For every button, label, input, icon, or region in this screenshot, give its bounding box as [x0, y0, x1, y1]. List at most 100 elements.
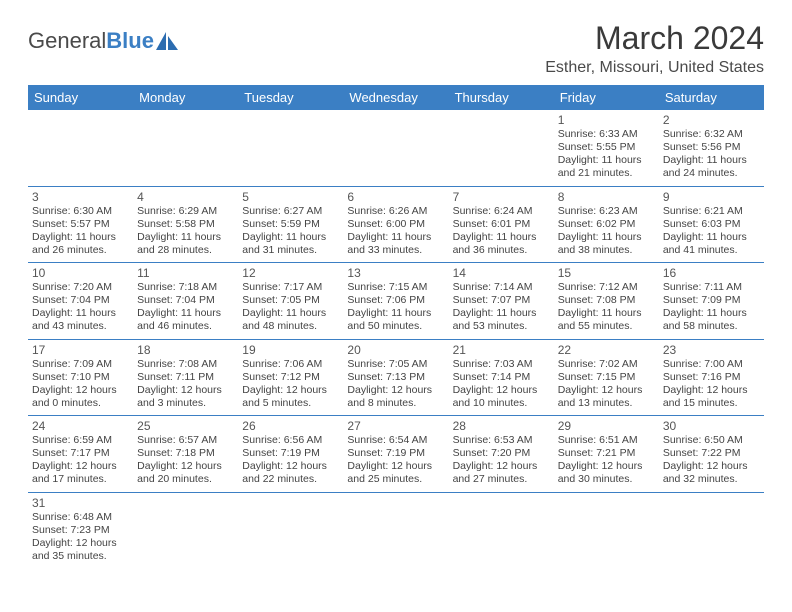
calendar-header-row: SundayMondayTuesdayWednesdayThursdayFrid…	[28, 85, 764, 110]
day-number: 9	[663, 190, 760, 204]
empty-cell	[449, 110, 554, 186]
day-number: 5	[242, 190, 339, 204]
day-info: Sunrise: 7:11 AMSunset: 7:09 PMDaylight:…	[663, 281, 760, 334]
logo-text: GeneralBlue	[28, 28, 154, 54]
title-block: March 2024 Esther, Missouri, United Stat…	[545, 20, 764, 77]
day-cell: 5Sunrise: 6:27 AMSunset: 5:59 PMDaylight…	[238, 186, 343, 263]
day-cell: 26Sunrise: 6:56 AMSunset: 7:19 PMDayligh…	[238, 416, 343, 493]
month-title: March 2024	[545, 20, 764, 57]
day-cell: 4Sunrise: 6:29 AMSunset: 5:58 PMDaylight…	[133, 186, 238, 263]
day-info: Sunrise: 6:24 AMSunset: 6:01 PMDaylight:…	[453, 205, 550, 258]
day-info: Sunrise: 6:27 AMSunset: 5:59 PMDaylight:…	[242, 205, 339, 258]
logo-text-blue: Blue	[106, 28, 154, 53]
empty-cell	[659, 492, 764, 568]
logo: GeneralBlue	[28, 28, 180, 54]
empty-cell	[133, 110, 238, 186]
day-number: 13	[347, 266, 444, 280]
day-info: Sunrise: 7:17 AMSunset: 7:05 PMDaylight:…	[242, 281, 339, 334]
day-info: Sunrise: 6:56 AMSunset: 7:19 PMDaylight:…	[242, 434, 339, 487]
day-info: Sunrise: 7:15 AMSunset: 7:06 PMDaylight:…	[347, 281, 444, 334]
day-number: 20	[347, 343, 444, 357]
day-info: Sunrise: 7:09 AMSunset: 7:10 PMDaylight:…	[32, 358, 129, 411]
calendar-table: SundayMondayTuesdayWednesdayThursdayFrid…	[28, 85, 764, 568]
day-header: Sunday	[28, 85, 133, 110]
day-header: Wednesday	[343, 85, 448, 110]
day-cell: 29Sunrise: 6:51 AMSunset: 7:21 PMDayligh…	[554, 416, 659, 493]
day-info: Sunrise: 7:18 AMSunset: 7:04 PMDaylight:…	[137, 281, 234, 334]
day-number: 27	[347, 419, 444, 433]
calendar-week-row: 1Sunrise: 6:33 AMSunset: 5:55 PMDaylight…	[28, 110, 764, 186]
day-number: 30	[663, 419, 760, 433]
day-cell: 16Sunrise: 7:11 AMSunset: 7:09 PMDayligh…	[659, 263, 764, 340]
day-cell: 24Sunrise: 6:59 AMSunset: 7:17 PMDayligh…	[28, 416, 133, 493]
day-info: Sunrise: 6:29 AMSunset: 5:58 PMDaylight:…	[137, 205, 234, 258]
day-cell: 23Sunrise: 7:00 AMSunset: 7:16 PMDayligh…	[659, 339, 764, 416]
empty-cell	[28, 110, 133, 186]
day-cell: 2Sunrise: 6:32 AMSunset: 5:56 PMDaylight…	[659, 110, 764, 186]
day-number: 19	[242, 343, 339, 357]
day-number: 31	[32, 496, 129, 510]
day-cell: 19Sunrise: 7:06 AMSunset: 7:12 PMDayligh…	[238, 339, 343, 416]
calendar-body: 1Sunrise: 6:33 AMSunset: 5:55 PMDaylight…	[28, 110, 764, 568]
day-info: Sunrise: 6:32 AMSunset: 5:56 PMDaylight:…	[663, 128, 760, 181]
day-cell: 27Sunrise: 6:54 AMSunset: 7:19 PMDayligh…	[343, 416, 448, 493]
day-number: 23	[663, 343, 760, 357]
empty-cell	[449, 492, 554, 568]
day-number: 7	[453, 190, 550, 204]
empty-cell	[133, 492, 238, 568]
day-info: Sunrise: 7:14 AMSunset: 7:07 PMDaylight:…	[453, 281, 550, 334]
day-cell: 13Sunrise: 7:15 AMSunset: 7:06 PMDayligh…	[343, 263, 448, 340]
empty-cell	[343, 110, 448, 186]
day-info: Sunrise: 6:30 AMSunset: 5:57 PMDaylight:…	[32, 205, 129, 258]
day-number: 6	[347, 190, 444, 204]
location-text: Esther, Missouri, United States	[545, 59, 764, 77]
day-cell: 17Sunrise: 7:09 AMSunset: 7:10 PMDayligh…	[28, 339, 133, 416]
day-header: Friday	[554, 85, 659, 110]
day-cell: 6Sunrise: 6:26 AMSunset: 6:00 PMDaylight…	[343, 186, 448, 263]
day-info: Sunrise: 6:21 AMSunset: 6:03 PMDaylight:…	[663, 205, 760, 258]
calendar-week-row: 31Sunrise: 6:48 AMSunset: 7:23 PMDayligh…	[28, 492, 764, 568]
day-cell: 30Sunrise: 6:50 AMSunset: 7:22 PMDayligh…	[659, 416, 764, 493]
day-number: 4	[137, 190, 234, 204]
day-info: Sunrise: 6:54 AMSunset: 7:19 PMDaylight:…	[347, 434, 444, 487]
day-cell: 1Sunrise: 6:33 AMSunset: 5:55 PMDaylight…	[554, 110, 659, 186]
day-info: Sunrise: 6:48 AMSunset: 7:23 PMDaylight:…	[32, 511, 129, 564]
day-info: Sunrise: 7:05 AMSunset: 7:13 PMDaylight:…	[347, 358, 444, 411]
day-info: Sunrise: 6:57 AMSunset: 7:18 PMDaylight:…	[137, 434, 234, 487]
day-number: 1	[558, 113, 655, 127]
day-number: 12	[242, 266, 339, 280]
day-info: Sunrise: 7:03 AMSunset: 7:14 PMDaylight:…	[453, 358, 550, 411]
day-cell: 15Sunrise: 7:12 AMSunset: 7:08 PMDayligh…	[554, 263, 659, 340]
day-cell: 3Sunrise: 6:30 AMSunset: 5:57 PMDaylight…	[28, 186, 133, 263]
day-cell: 21Sunrise: 7:03 AMSunset: 7:14 PMDayligh…	[449, 339, 554, 416]
day-header: Tuesday	[238, 85, 343, 110]
day-cell: 10Sunrise: 7:20 AMSunset: 7:04 PMDayligh…	[28, 263, 133, 340]
day-info: Sunrise: 7:02 AMSunset: 7:15 PMDaylight:…	[558, 358, 655, 411]
day-cell: 31Sunrise: 6:48 AMSunset: 7:23 PMDayligh…	[28, 492, 133, 568]
day-cell: 12Sunrise: 7:17 AMSunset: 7:05 PMDayligh…	[238, 263, 343, 340]
day-number: 21	[453, 343, 550, 357]
day-number: 16	[663, 266, 760, 280]
day-number: 26	[242, 419, 339, 433]
day-header: Saturday	[659, 85, 764, 110]
day-number: 24	[32, 419, 129, 433]
day-number: 10	[32, 266, 129, 280]
empty-cell	[343, 492, 448, 568]
day-info: Sunrise: 6:33 AMSunset: 5:55 PMDaylight:…	[558, 128, 655, 181]
day-info: Sunrise: 6:53 AMSunset: 7:20 PMDaylight:…	[453, 434, 550, 487]
day-info: Sunrise: 6:51 AMSunset: 7:21 PMDaylight:…	[558, 434, 655, 487]
day-cell: 28Sunrise: 6:53 AMSunset: 7:20 PMDayligh…	[449, 416, 554, 493]
day-number: 11	[137, 266, 234, 280]
day-cell: 25Sunrise: 6:57 AMSunset: 7:18 PMDayligh…	[133, 416, 238, 493]
day-number: 28	[453, 419, 550, 433]
calendar-week-row: 3Sunrise: 6:30 AMSunset: 5:57 PMDaylight…	[28, 186, 764, 263]
sail-icon	[156, 32, 180, 50]
day-number: 22	[558, 343, 655, 357]
calendar-week-row: 10Sunrise: 7:20 AMSunset: 7:04 PMDayligh…	[28, 263, 764, 340]
day-number: 17	[32, 343, 129, 357]
day-number: 3	[32, 190, 129, 204]
day-info: Sunrise: 6:26 AMSunset: 6:00 PMDaylight:…	[347, 205, 444, 258]
logo-text-general: General	[28, 28, 106, 53]
day-number: 8	[558, 190, 655, 204]
day-number: 25	[137, 419, 234, 433]
